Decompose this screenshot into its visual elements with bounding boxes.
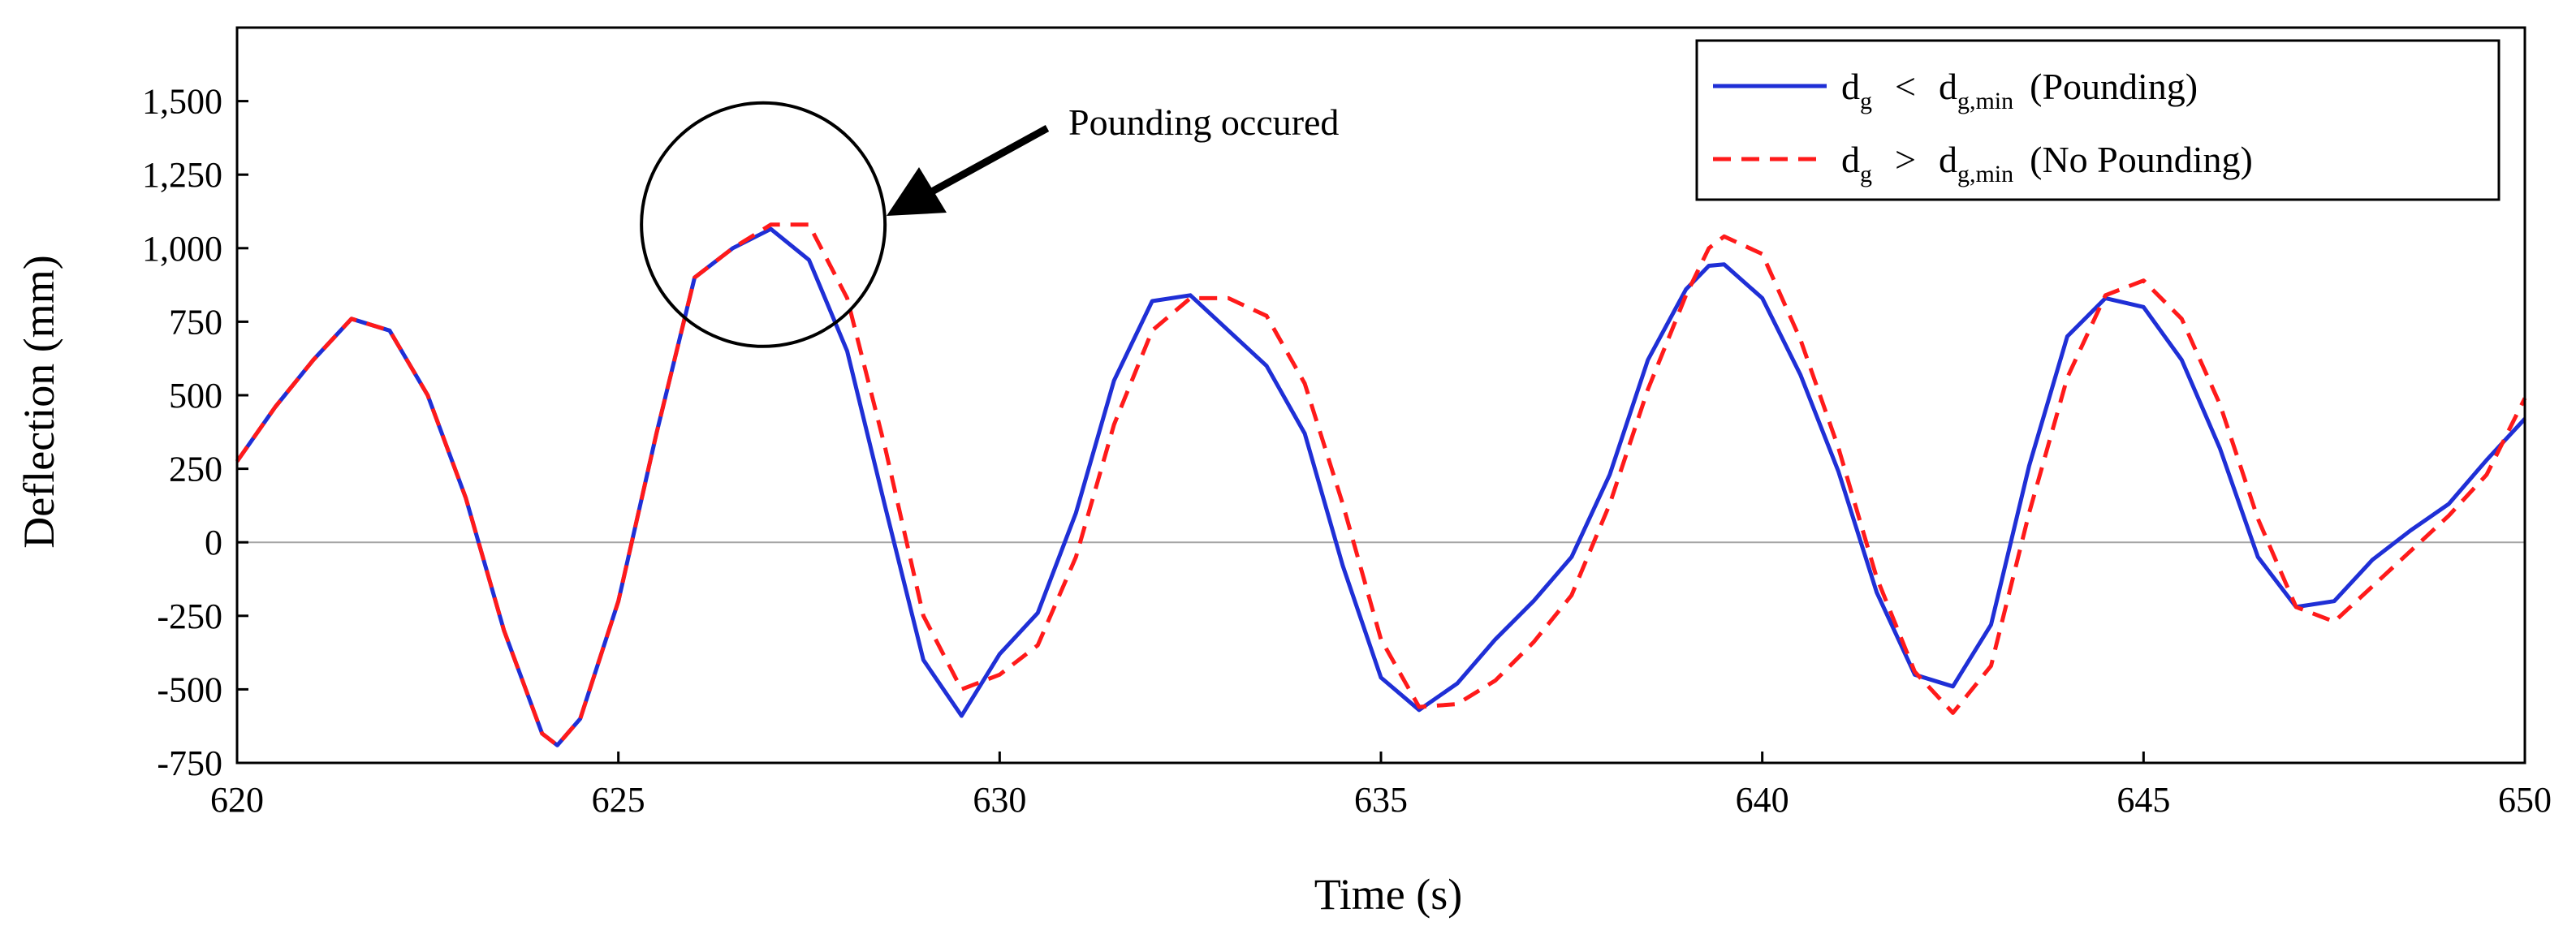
y-tick-label: -750 bbox=[157, 743, 222, 783]
annotation-text: Pounding occured bbox=[1068, 101, 1339, 143]
x-tick-label: 650 bbox=[2498, 780, 2552, 820]
x-axis-title: Time (s) bbox=[1314, 870, 1463, 919]
y-tick-label: 1,250 bbox=[142, 155, 222, 195]
y-tick-label: 1,500 bbox=[142, 82, 222, 122]
legend-label-pounding: dg < dg,min (Pounding) bbox=[1841, 66, 2198, 114]
y-axis-title: Deflection (mm) bbox=[15, 255, 63, 548]
legend-label-no-pounding: dg > dg,min (No Pounding) bbox=[1841, 139, 2253, 187]
y-tick-label: 750 bbox=[169, 302, 222, 342]
legend-box bbox=[1695, 39, 2500, 201]
x-tick-label: 635 bbox=[1354, 780, 1408, 820]
series-line-pounding bbox=[235, 226, 2526, 747]
y-tick-label: -500 bbox=[157, 670, 222, 709]
annotation-arrow-head bbox=[887, 167, 947, 216]
ticks-layer: 620 625 630 635 640 645 650 -750 -500 -250 0 250 500… bbox=[142, 82, 2552, 820]
pounding-circle bbox=[640, 101, 887, 348]
y-tick-label: 500 bbox=[169, 376, 222, 416]
annotation-arrow-shaft bbox=[930, 125, 1050, 195]
y-tick-label: 1,000 bbox=[142, 229, 222, 269]
x-tick-label: 625 bbox=[592, 780, 645, 820]
y-tick-label: 250 bbox=[169, 450, 222, 489]
y-tick-label: -250 bbox=[157, 597, 222, 636]
annotation-layer: Pounding occured bbox=[640, 101, 1339, 348]
x-tick-label: 620 bbox=[210, 780, 264, 820]
x-tick-label: 645 bbox=[2116, 780, 2170, 820]
series-layer bbox=[235, 222, 2527, 747]
x-tick-label: 640 bbox=[1736, 780, 1789, 820]
x-tick-label: 630 bbox=[973, 780, 1026, 820]
legend: dg < dg,min (Pounding) dg > dg,min (No Poundin… bbox=[1695, 39, 2500, 201]
y-tick-label: 0 bbox=[205, 523, 222, 562]
series-line-no-pounding bbox=[235, 222, 2527, 747]
